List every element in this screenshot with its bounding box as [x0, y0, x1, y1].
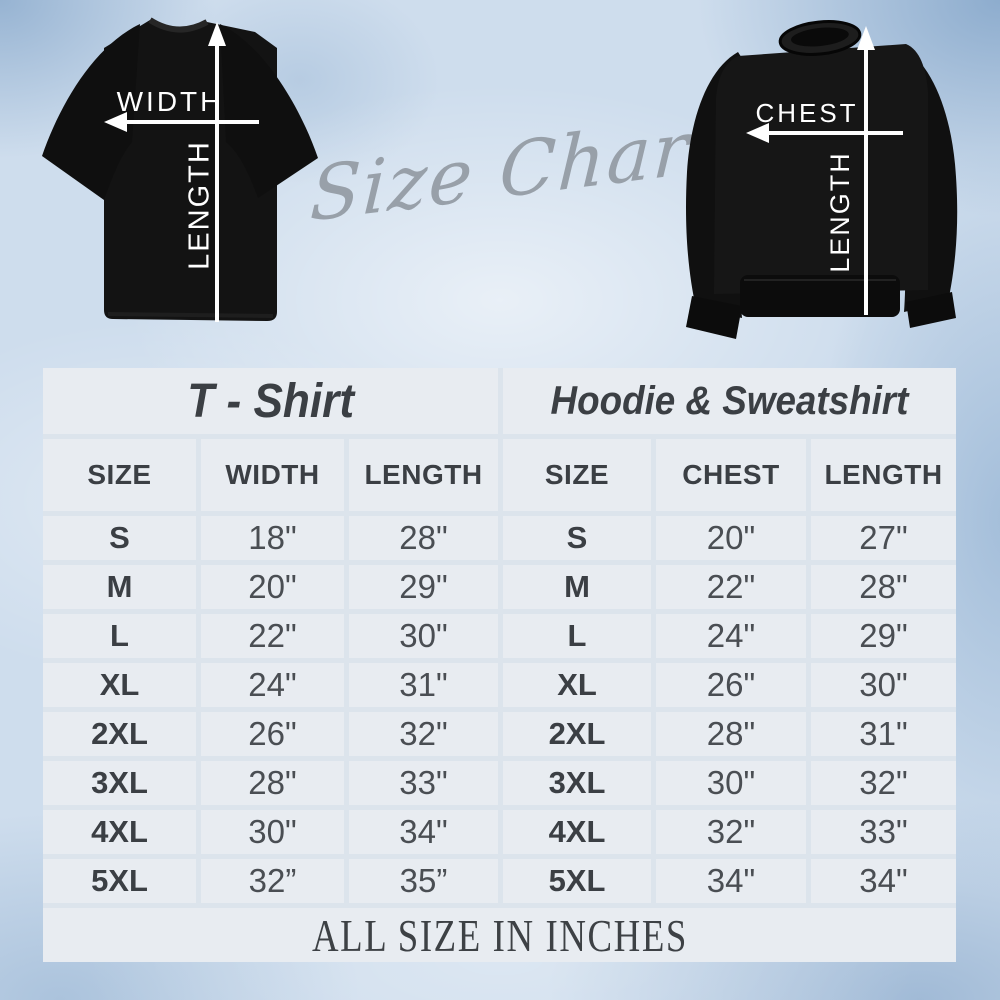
measurement-cell: 24"	[201, 663, 344, 707]
size-cell: L	[503, 614, 651, 658]
measurement-cell: 34"	[811, 859, 956, 903]
size-cell: 2XL	[43, 712, 196, 756]
sweatshirt-waistband	[740, 275, 900, 317]
measurement-cell: 32"	[811, 761, 956, 805]
sweatshirt-cuff-left	[686, 296, 742, 339]
size-cell: M	[503, 565, 651, 609]
measurement-cell: 33"	[349, 761, 498, 805]
measurement-cell: 30"	[349, 614, 498, 658]
measurement-cell: 32”	[201, 859, 344, 903]
column-header-length-left: LENGTH	[349, 439, 498, 511]
sweatshirt-collar	[778, 20, 862, 56]
measurement-cell: 30"	[656, 761, 806, 805]
hoodie-table-title: Hoodie & Sweatshirt	[503, 368, 956, 434]
measurement-cell: 20"	[201, 565, 344, 609]
measurement-cell: 31"	[349, 663, 498, 707]
size-cell: L	[43, 614, 196, 658]
tshirt-table-title: T - Shirt	[43, 368, 498, 434]
measurement-cell: 22"	[201, 614, 344, 658]
measurement-cell: 32"	[349, 712, 498, 756]
size-cell: XL	[43, 663, 196, 707]
units-note: ALL SIZE IN INCHES	[43, 908, 956, 962]
measurement-cell: 32"	[656, 810, 806, 854]
size-cell: 2XL	[503, 712, 651, 756]
measurement-cell: 18"	[201, 516, 344, 560]
tshirt-image	[42, 17, 318, 321]
size-cell: 4XL	[43, 810, 196, 854]
measurement-cell: 28"	[811, 565, 956, 609]
column-header-length-right: LENGTH	[811, 439, 956, 511]
size-cell: 5XL	[43, 859, 196, 903]
size-cell: 3XL	[43, 761, 196, 805]
measurement-cell: 30"	[201, 810, 344, 854]
sweatshirt-image	[686, 20, 958, 339]
size-table: T - Shirt Hoodie & Sweatshirt SIZE WIDTH…	[43, 368, 956, 962]
size-cell: 3XL	[503, 761, 651, 805]
size-cell: 5XL	[503, 859, 651, 903]
column-header-chest: CHEST	[656, 439, 806, 511]
size-cell: XL	[503, 663, 651, 707]
measurement-cell: 26"	[201, 712, 344, 756]
column-header-size-right: SIZE	[503, 439, 651, 511]
measurement-cell: 34"	[349, 810, 498, 854]
tshirt-hem	[107, 312, 274, 318]
size-cell: M	[43, 565, 196, 609]
measurement-cell: 27"	[811, 516, 956, 560]
measurement-cell: 24"	[656, 614, 806, 658]
measurement-cell: 22"	[656, 565, 806, 609]
measurement-cell: 20"	[656, 516, 806, 560]
measurement-cell: 26"	[656, 663, 806, 707]
measurement-cell: 29"	[811, 614, 956, 658]
measurement-cell: 30"	[811, 663, 956, 707]
script-heading: Size Chart	[308, 101, 724, 239]
measurement-cell: 34"	[656, 859, 806, 903]
size-cell: 4XL	[503, 810, 651, 854]
measurement-cell: 28"	[201, 761, 344, 805]
size-cell: S	[503, 516, 651, 560]
size-cell: S	[43, 516, 196, 560]
measurement-cell: 28"	[349, 516, 498, 560]
column-header-size-left: SIZE	[43, 439, 196, 511]
measurement-cell: 35”	[349, 859, 498, 903]
measurement-cell: 33"	[811, 810, 956, 854]
tshirt-silhouette	[42, 17, 318, 321]
column-header-width: WIDTH	[201, 439, 344, 511]
sweatshirt-cuff-right	[906, 292, 956, 328]
measurement-cell: 29"	[349, 565, 498, 609]
sweatshirt-silhouette	[686, 20, 958, 339]
measurement-cell: 28"	[656, 712, 806, 756]
tshirt-collar	[148, 17, 209, 33]
measurement-cell: 31"	[811, 712, 956, 756]
